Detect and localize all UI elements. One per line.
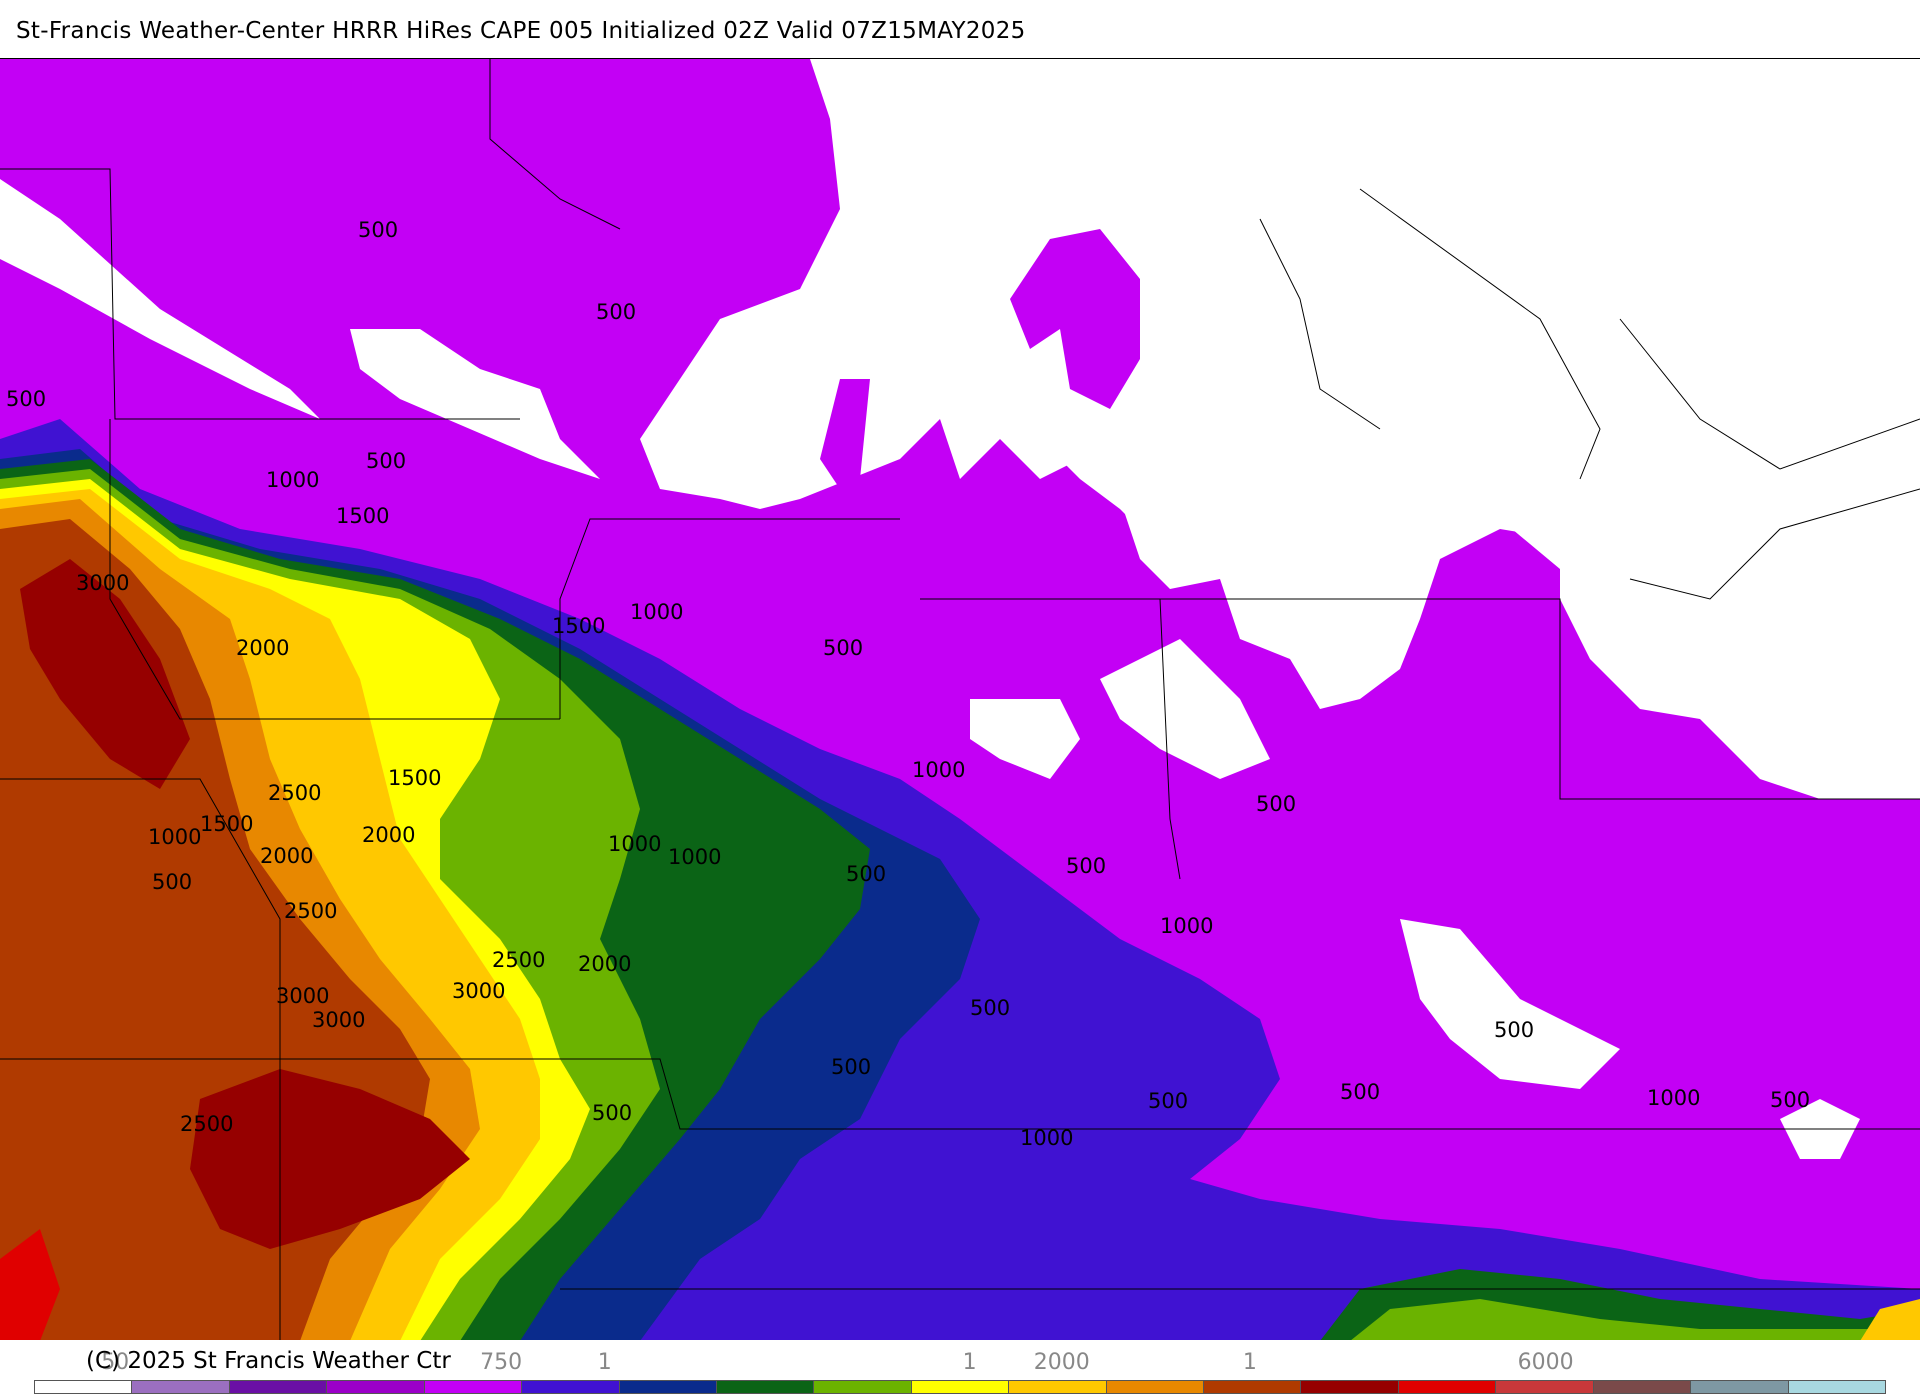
contour-label: 1500	[200, 812, 253, 836]
colorbar-swatch	[619, 1381, 717, 1393]
colorbar-swatch	[1593, 1381, 1692, 1393]
contour-label: 500	[1340, 1080, 1380, 1104]
contour-label: 500	[596, 300, 636, 324]
contour-label: 500	[970, 996, 1010, 1020]
contour-label: 3000	[312, 1008, 365, 1032]
colorbar-swatch	[229, 1381, 328, 1393]
contour-label: 2000	[578, 952, 631, 976]
colorbar-swatch	[424, 1381, 523, 1393]
colorbar-swatch	[522, 1381, 620, 1393]
cape-map: 500 500 500 500 1000 1500 3000 2000 1000…	[0, 58, 1920, 1342]
colorbar-swatch	[1691, 1381, 1789, 1393]
contour-label: 500	[358, 218, 398, 242]
colorbar-tick-label: 750	[480, 1350, 523, 1375]
contour-label: 1500	[336, 504, 389, 528]
cape-3000-region-west	[20, 559, 190, 789]
political-borders	[0, 59, 1920, 1341]
colorbar-swatch	[1204, 1381, 1302, 1393]
contour-label: 2500	[268, 781, 321, 805]
contour-label: 500	[1770, 1088, 1810, 1112]
cape-1250-southeast	[1350, 1299, 1920, 1341]
cape-1750-southeast	[1860, 1299, 1920, 1341]
colorbar-tick-label: 2000	[1033, 1350, 1090, 1375]
contour-label: 1000	[1020, 1126, 1073, 1150]
contour-label: 1500	[552, 614, 605, 638]
cape-250-lake	[820, 379, 870, 489]
contour-label: 1000	[912, 758, 965, 782]
contour-labels: 500 500 500 500 1000 1500 3000 2000 1000…	[6, 218, 1810, 1150]
colorbar-swatch	[1788, 1381, 1886, 1393]
colorbar-tick-label: 50	[101, 1350, 130, 1375]
footer: 50 750 1 1 2000 1 6000 (C) 2025 St Franc…	[0, 1340, 1920, 1400]
contour-label: 3000	[452, 979, 505, 1003]
contour-label: 500	[366, 449, 406, 473]
cape-map-canvas: 500 500 500 500 1000 1500 3000 2000 1000…	[0, 59, 1920, 1341]
contour-label: 2500	[180, 1112, 233, 1136]
colorbar-swatch	[1301, 1381, 1399, 1393]
colorbar-tick-label: 1	[1242, 1350, 1257, 1375]
colorbar-swatch	[911, 1381, 1010, 1393]
contour-label: 500	[823, 636, 863, 660]
contour-label: 500	[1494, 1018, 1534, 1042]
clear-region-north	[0, 179, 320, 419]
contour-label: 2000	[260, 844, 313, 868]
contour-label: 500	[152, 870, 192, 894]
contour-label: 1000	[1160, 914, 1213, 938]
colorbar-swatch	[1398, 1381, 1497, 1393]
colorbar-swatch	[35, 1381, 133, 1393]
contour-label: 1000	[1647, 1086, 1700, 1110]
colorbar-swatch	[716, 1381, 815, 1393]
contour-label: 500	[1066, 854, 1106, 878]
contour-label: 500	[831, 1055, 871, 1079]
colorbar-swatch	[327, 1381, 425, 1393]
contour-label: 1000	[630, 600, 683, 624]
clear-region-east2	[1100, 639, 1270, 779]
copyright-text: (C) 2025 St Francis Weather Ctr	[86, 1348, 451, 1374]
contour-label: 1000	[148, 825, 201, 849]
colorbar-swatch	[1496, 1381, 1594, 1393]
clear-region-ohio	[1400, 919, 1620, 1089]
contour-label: 3000	[276, 984, 329, 1008]
contour-label: 1500	[388, 766, 441, 790]
contour-label: 1000	[266, 468, 319, 492]
contour-label: 1000	[608, 832, 661, 856]
contour-label: 500	[1256, 792, 1296, 816]
colorbar-swatch	[814, 1381, 912, 1393]
colorbar	[34, 1380, 1886, 1394]
colorbar-swatch	[132, 1381, 230, 1393]
cape-3000-region-south	[190, 1069, 470, 1249]
colorbar-tick-label: 6000	[1517, 1350, 1574, 1375]
contour-label: 2500	[284, 899, 337, 923]
contour-label: 2500	[492, 948, 545, 972]
contour-label: 3000	[76, 571, 129, 595]
cape-3500-region	[0, 1229, 60, 1341]
colorbar-tick-labels: 50 750 1 1 2000 1 6000	[0, 1346, 1920, 1376]
contour-label: 1000	[668, 845, 721, 869]
header: St-Francis Weather-Center HRRR HiRes CAP…	[0, 0, 1920, 58]
contour-label: 500	[592, 1101, 632, 1125]
contour-label: 2000	[362, 823, 415, 847]
colorbar-swatch	[1009, 1381, 1107, 1393]
contour-label: 500	[1148, 1089, 1188, 1113]
cape-250-michigan	[1010, 229, 1140, 409]
colorbar-tick-label: 1	[962, 1350, 977, 1375]
clear-region-east	[970, 699, 1080, 779]
map-title: St-Francis Weather-Center HRRR HiRes CAP…	[16, 18, 1026, 44]
colorbar-swatch	[1106, 1381, 1205, 1393]
contour-label: 500	[6, 387, 46, 411]
contour-label: 2000	[236, 636, 289, 660]
clear-region-central	[350, 329, 600, 479]
colorbar-tick-label: 1	[597, 1350, 612, 1375]
contour-label: 500	[846, 862, 886, 886]
